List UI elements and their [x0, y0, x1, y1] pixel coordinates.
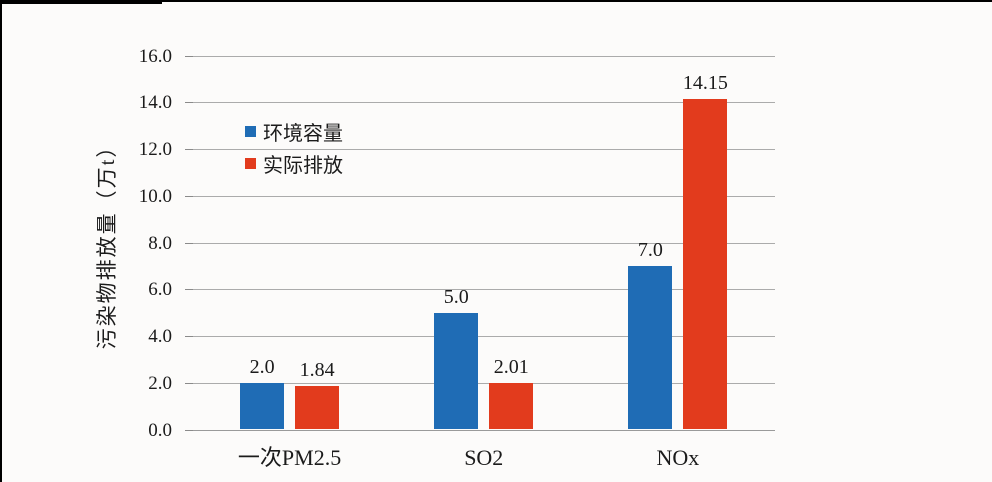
y-tick-label: 12.0 [138, 139, 172, 160]
bar-capacity [628, 265, 673, 429]
y-tick-mark [185, 336, 193, 337]
bar-actual [489, 382, 534, 429]
y-tick-mark [185, 195, 193, 197]
legend-item-capacity: 环境容量 [245, 119, 343, 145]
gridline [192, 149, 775, 150]
bar-value-label: 1.84 [299, 359, 335, 382]
y-tick-mark [185, 289, 193, 291]
legend-label-capacity: 环境容量 [263, 123, 343, 145]
frame-border-left [0, 0, 2, 482]
bar-value-label: 2.0 [249, 355, 275, 378]
gridline [192, 242, 775, 244]
legend-label-actual: 实际排放 [263, 155, 343, 177]
legend-item-actual: 实际排放 [245, 151, 343, 177]
gridline [192, 336, 775, 337]
y-tick-label: 8.0 [148, 232, 172, 254]
y-tick-mark [185, 429, 193, 431]
y-tick-mark [185, 102, 193, 104]
y-tick-label: 10.0 [138, 185, 172, 207]
gridline [192, 289, 775, 291]
legend-swatch-capacity-icon [245, 126, 256, 137]
x-category-label: SO2 [464, 445, 504, 470]
gridline [192, 382, 775, 384]
bar-value-label: 14.15 [682, 71, 728, 94]
bar-value-label: 2.01 [493, 355, 529, 378]
y-tick-label: 16.0 [138, 45, 172, 67]
frame-border-top [0, 0, 992, 2]
bar-value-label: 5.0 [443, 285, 469, 308]
bar-value-label: 7.0 [637, 238, 663, 261]
x-axis-baseline [192, 429, 775, 431]
legend-swatch-actual-icon [245, 158, 256, 169]
bar-capacity [434, 312, 479, 429]
frame-border-top-left-segment [0, 0, 162, 4]
gridline [192, 55, 775, 57]
y-tick-mark [185, 382, 193, 384]
y-tick-label: 0.0 [148, 419, 172, 441]
y-tick-label: 4.0 [148, 326, 172, 347]
legend: 环境容量 实际排放 [245, 119, 343, 177]
gridline [192, 195, 775, 197]
bar-actual [683, 98, 728, 429]
y-tick-label: 6.0 [148, 279, 172, 301]
y-tick-label: 14.0 [138, 92, 172, 114]
x-category-label: NOx [656, 445, 700, 470]
bar-actual [295, 386, 340, 429]
bar-capacity [240, 382, 285, 429]
gridline [192, 102, 775, 104]
x-category-label: 一次PM2.5 [237, 445, 342, 470]
y-tick-mark [185, 242, 193, 244]
y-tick-mark [185, 55, 193, 57]
y-tick-label: 2.0 [148, 372, 172, 394]
y-tick-mark [185, 149, 193, 150]
